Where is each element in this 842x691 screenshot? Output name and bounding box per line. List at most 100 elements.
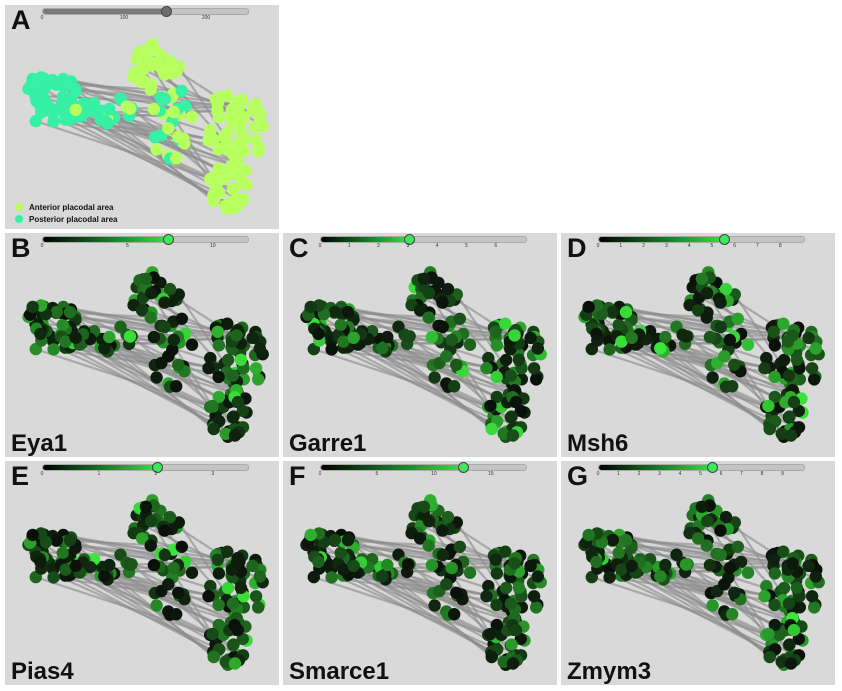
graph-node xyxy=(790,353,804,366)
slider-tick-label: 0 xyxy=(40,243,44,249)
slider-knob-e[interactable] xyxy=(151,462,163,473)
graph-node xyxy=(497,427,510,440)
graph-node xyxy=(147,330,161,344)
graph-node xyxy=(145,287,158,300)
graph-node xyxy=(135,304,149,317)
graph-node xyxy=(227,410,240,423)
graph-node xyxy=(226,369,240,382)
slider-tick-label: 8 xyxy=(760,471,764,477)
graph-node xyxy=(139,500,153,513)
graph-node xyxy=(381,330,394,344)
graph-node xyxy=(499,545,512,558)
graph-node xyxy=(606,533,619,547)
graph-node xyxy=(325,571,338,584)
graph-node xyxy=(204,351,217,365)
graph-node xyxy=(145,515,158,528)
slider-d[interactable] xyxy=(598,234,805,245)
graph-node xyxy=(440,350,453,363)
slider-ticks-f: 0 5 10 15 xyxy=(319,471,525,478)
graph-node xyxy=(234,581,248,594)
graph-node xyxy=(139,272,153,285)
slider-tick-label: 0 xyxy=(596,243,600,249)
graph-node xyxy=(246,559,259,573)
graph-node xyxy=(249,590,263,603)
graph-node xyxy=(150,599,163,612)
gene-label-f: Smarce1 xyxy=(289,658,390,685)
slider-tick-label: 3 xyxy=(406,243,410,249)
graph-node xyxy=(760,351,773,365)
graph-node xyxy=(701,515,714,528)
graph-node xyxy=(490,339,504,352)
slider-tick-label: 1 xyxy=(97,471,101,477)
graph-nodes xyxy=(300,494,547,671)
slider-tick-label: 6 xyxy=(719,471,723,477)
graph-node xyxy=(714,320,727,334)
graph-node xyxy=(334,318,347,332)
slider-knob-g[interactable] xyxy=(706,462,718,473)
slider-b[interactable] xyxy=(42,234,249,245)
graph-node xyxy=(499,317,512,330)
graph-node xyxy=(212,162,225,176)
graph-node xyxy=(790,581,804,594)
graph-node xyxy=(158,92,171,106)
slider-fill-e xyxy=(43,465,157,470)
slider-tick-label: 0 xyxy=(40,471,44,477)
slider-knob-d[interactable] xyxy=(719,234,731,245)
slider-fill-a xyxy=(43,9,166,14)
graph-node xyxy=(163,510,177,524)
graph-node xyxy=(246,331,259,345)
graph-node xyxy=(436,524,449,537)
graph-node xyxy=(484,627,497,641)
graph-node xyxy=(703,330,717,344)
graph-node xyxy=(47,115,60,128)
graph-node xyxy=(490,370,503,384)
graph-node xyxy=(784,657,798,670)
graph-node xyxy=(147,558,161,572)
graph-node xyxy=(758,362,771,375)
graph-node xyxy=(226,597,240,610)
graph-node xyxy=(691,304,705,317)
graph-node xyxy=(221,581,235,595)
slider-knob-b[interactable] xyxy=(162,234,174,245)
slider-g[interactable] xyxy=(598,462,805,473)
graph-node xyxy=(98,570,111,583)
slider-tick-label: 2 xyxy=(642,243,645,249)
graph-node xyxy=(401,330,415,343)
graph-node xyxy=(775,655,788,668)
graph-edge xyxy=(357,343,497,411)
slider-c[interactable] xyxy=(320,234,527,245)
graph-node xyxy=(718,350,731,363)
graph-node xyxy=(782,369,796,382)
graph-node xyxy=(228,201,242,214)
slider-a[interactable] xyxy=(42,6,249,17)
slider-knob-a[interactable] xyxy=(161,6,172,17)
slider-tick-label: 1 xyxy=(347,243,351,249)
graph-node xyxy=(731,312,744,325)
graph-node xyxy=(175,84,188,98)
graph-node xyxy=(615,335,628,348)
slider-knob-f[interactable] xyxy=(458,462,470,473)
graph-node xyxy=(221,353,235,367)
graph-node xyxy=(304,300,317,314)
graph-node xyxy=(762,399,775,413)
graph-node xyxy=(246,103,259,117)
slider-tick-label: 5 xyxy=(465,243,468,249)
slider-knob-c[interactable] xyxy=(403,234,415,245)
gene-label-c: Garre1 xyxy=(289,430,367,457)
graph-node xyxy=(499,353,513,367)
graph-edge xyxy=(70,308,237,392)
graph-node xyxy=(679,558,693,571)
graph-node xyxy=(56,546,69,560)
graph-node xyxy=(527,362,541,375)
graph-node xyxy=(204,579,217,593)
graph-node xyxy=(50,77,63,91)
graph-node xyxy=(34,327,47,341)
slider-e[interactable] xyxy=(42,462,249,473)
graph-node xyxy=(489,553,502,566)
panel-a: A 0 100 200 Anterior placodal area Posteri… xyxy=(5,5,279,229)
slider-tick-label: 1 xyxy=(619,243,623,249)
panel-g: G 0 1 2 3 4 5 6 7 8 9 Zmym3 xyxy=(561,461,835,685)
graph-node xyxy=(659,330,672,344)
slider-f[interactable] xyxy=(320,462,527,473)
graph-edge xyxy=(70,80,237,164)
